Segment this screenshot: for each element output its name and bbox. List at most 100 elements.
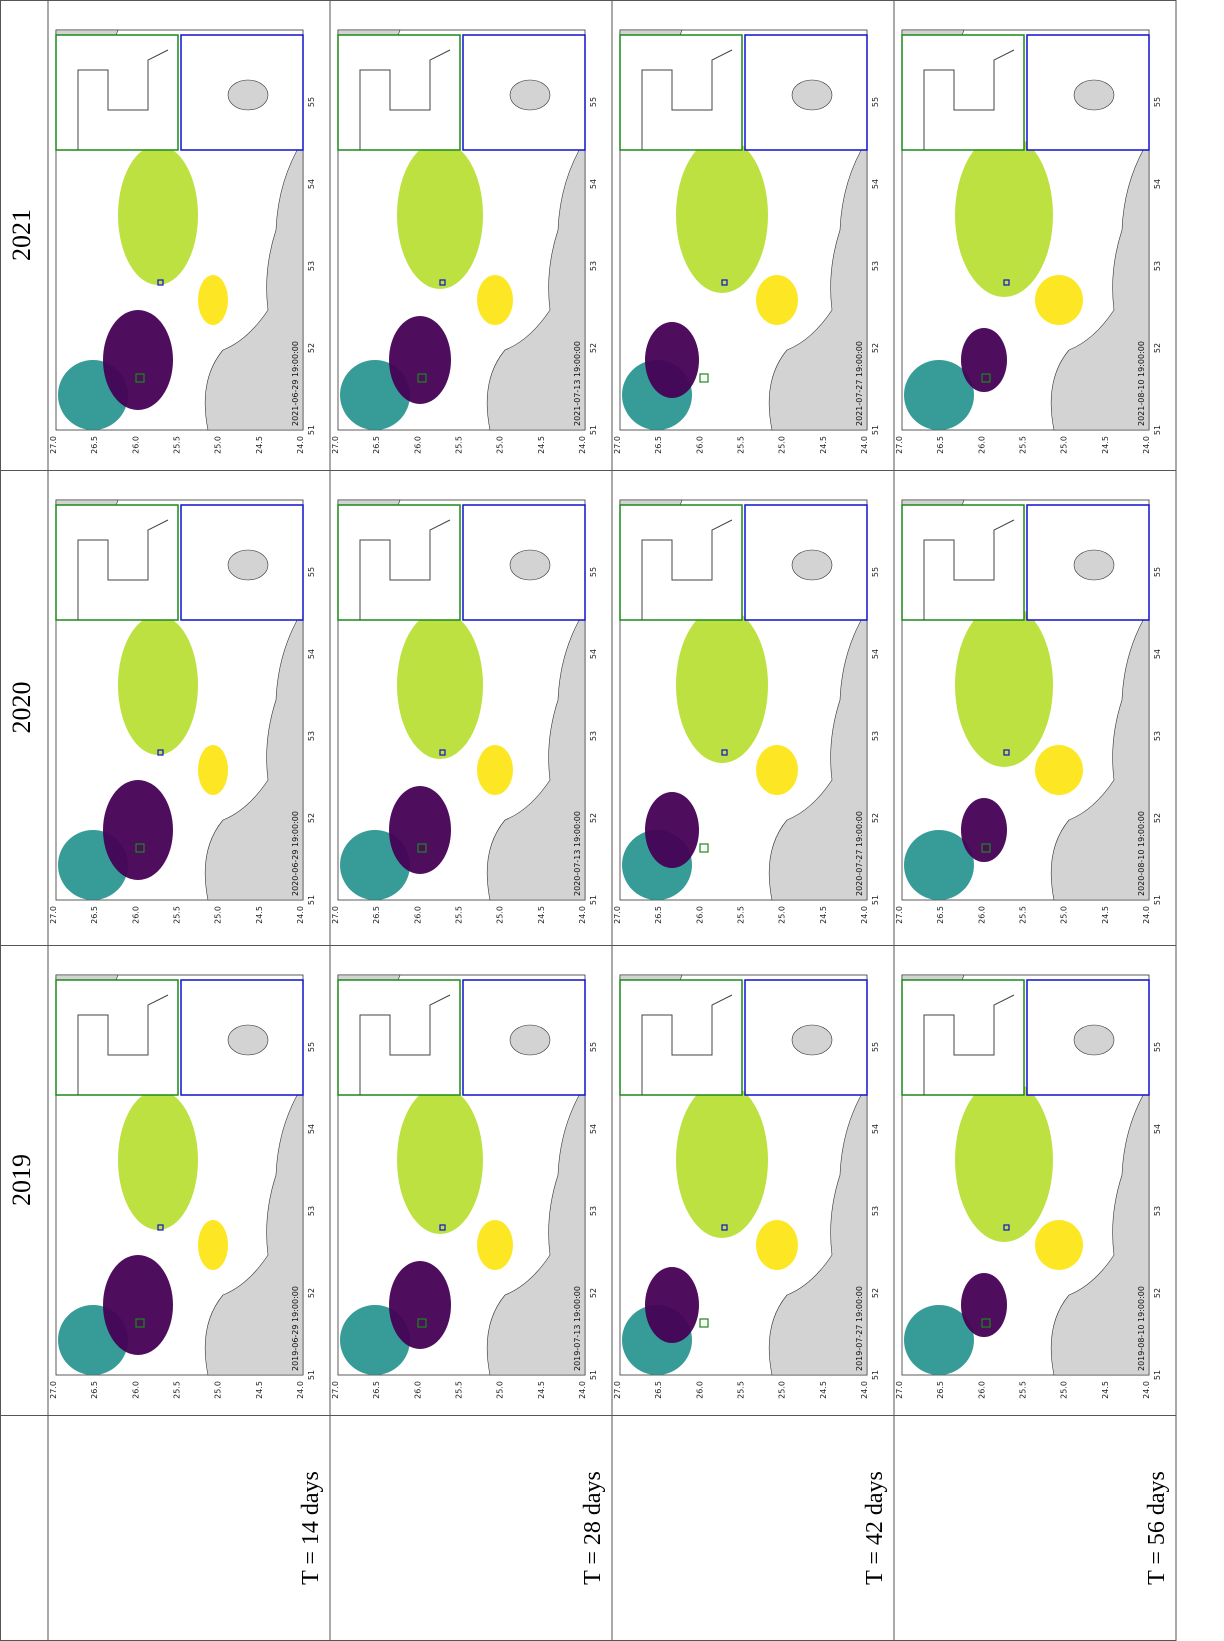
map-panel: 27.0 26.5 26.0 25.5 25.0 24.5 24.051 52 53 54 55 20… bbox=[331, 974, 598, 1399]
lon-tick-label: 52 bbox=[1153, 813, 1162, 823]
lon-tick-label: 54 bbox=[871, 179, 880, 189]
plume bbox=[676, 1082, 768, 1238]
source-box bbox=[439, 1224, 446, 1231]
plume bbox=[118, 145, 198, 285]
inset bbox=[901, 34, 1025, 151]
lat-tick-label: 25.5 bbox=[173, 906, 182, 924]
lat-tick-label: 25.0 bbox=[496, 1381, 505, 1399]
lon-tick-label: 53 bbox=[871, 261, 880, 271]
source-box bbox=[721, 749, 728, 756]
lon-tick-label: 55 bbox=[1153, 1042, 1162, 1052]
lat-tick-label: 24.5 bbox=[819, 906, 828, 924]
lat-tick-label: 25.5 bbox=[455, 1381, 464, 1399]
land bbox=[1050, 1083, 1150, 1376]
year-label: 2021 bbox=[7, 209, 36, 261]
lat-tick-label: 27.0 bbox=[613, 1381, 622, 1399]
inset-coast bbox=[77, 49, 169, 150]
lat-tick-label: 25.5 bbox=[173, 436, 182, 454]
plume bbox=[645, 1267, 699, 1343]
inset bbox=[337, 504, 461, 621]
lon-tick-label: 55 bbox=[307, 1042, 316, 1052]
source-box bbox=[135, 843, 145, 853]
lat-tick-label: 26.5 bbox=[936, 436, 945, 454]
date-stamp: 2021-06-29 19:00:00 bbox=[291, 341, 300, 426]
date-stamp: 2021-08-10 19:00:00 bbox=[1137, 341, 1146, 426]
lat-tick-label: 25.0 bbox=[1060, 906, 1069, 924]
plume bbox=[756, 745, 798, 795]
lon-tick-label: 54 bbox=[1153, 1124, 1162, 1134]
lat-tick-label: 26.0 bbox=[695, 906, 704, 924]
lon-tick-label: 55 bbox=[589, 567, 598, 577]
date-stamp: 2020-07-13 19:00:00 bbox=[573, 811, 582, 896]
plume bbox=[676, 607, 768, 763]
inset-coast bbox=[641, 49, 733, 150]
land bbox=[204, 608, 304, 901]
lat-tick-label: 27.0 bbox=[331, 906, 340, 924]
lon-tick-label: 52 bbox=[589, 1288, 598, 1298]
lon-tick-label: 53 bbox=[1153, 731, 1162, 741]
land bbox=[204, 138, 304, 431]
lon-tick-label: 55 bbox=[1153, 97, 1162, 107]
lat-tick-label: 24.0 bbox=[296, 1381, 305, 1399]
date-stamp: 2019-07-13 19:00:00 bbox=[573, 1286, 582, 1371]
source-box bbox=[135, 373, 145, 383]
lat-tick-label: 25.5 bbox=[455, 436, 464, 454]
land bbox=[768, 608, 868, 901]
lon-tick-label: 52 bbox=[871, 813, 880, 823]
lon-tick-label: 51 bbox=[1153, 895, 1162, 905]
lon-tick-label: 54 bbox=[589, 1124, 598, 1134]
plume bbox=[477, 1220, 513, 1270]
lat-tick-label: 26.0 bbox=[977, 436, 986, 454]
lon-tick-label: 54 bbox=[307, 649, 316, 659]
inset-coast bbox=[77, 519, 169, 620]
plume bbox=[904, 830, 974, 900]
lat-tick-label: 26.0 bbox=[413, 1381, 422, 1399]
date-stamp: 2019-07-27 19:00:00 bbox=[855, 1286, 864, 1371]
date-stamp: 2019-06-29 19:00:00 bbox=[291, 1286, 300, 1371]
inset-coast bbox=[359, 994, 451, 1095]
inset bbox=[55, 979, 179, 1096]
plume bbox=[961, 328, 1007, 392]
lat-tick-label: 26.5 bbox=[654, 436, 663, 454]
map-panel: 27.0 26.5 26.0 25.5 25.0 24.5 24.051 52 53 54 55 20… bbox=[613, 29, 880, 454]
land bbox=[486, 1083, 586, 1376]
lon-tick-label: 51 bbox=[589, 1370, 598, 1380]
land bbox=[768, 138, 868, 431]
island bbox=[1073, 79, 1115, 111]
lat-tick-label: 27.0 bbox=[331, 1381, 340, 1399]
source-box bbox=[157, 279, 164, 286]
lon-tick-label: 51 bbox=[307, 1370, 316, 1380]
plume bbox=[103, 310, 173, 410]
inset-coast bbox=[641, 519, 733, 620]
lon-tick-label: 52 bbox=[307, 813, 316, 823]
lon-tick-label: 54 bbox=[589, 649, 598, 659]
lat-tick-label: 24.0 bbox=[1142, 436, 1151, 454]
lat-tick-label: 25.0 bbox=[214, 436, 223, 454]
source-box bbox=[135, 1318, 145, 1328]
lon-tick-label: 51 bbox=[589, 895, 598, 905]
lon-tick-label: 54 bbox=[307, 179, 316, 189]
lon-tick-label: 55 bbox=[1153, 567, 1162, 577]
lat-tick-label: 25.5 bbox=[737, 906, 746, 924]
lon-tick-label: 55 bbox=[871, 567, 880, 577]
plume bbox=[477, 745, 513, 795]
lon-tick-label: 52 bbox=[1153, 1288, 1162, 1298]
lon-tick-label: 51 bbox=[1153, 425, 1162, 435]
lat-tick-label: 25.5 bbox=[1019, 436, 1028, 454]
lon-tick-label: 55 bbox=[871, 97, 880, 107]
map-panel: 27.0 26.5 26.0 25.5 25.0 24.5 24.051 52 53 54 55 20… bbox=[331, 29, 598, 454]
lat-tick-label: 24.0 bbox=[578, 906, 587, 924]
lat-tick-label: 26.5 bbox=[936, 1381, 945, 1399]
plume bbox=[955, 603, 1053, 767]
source-box bbox=[417, 1318, 427, 1328]
plume bbox=[961, 798, 1007, 862]
lat-tick-label: 24.0 bbox=[578, 436, 587, 454]
source-box bbox=[699, 843, 709, 853]
lon-tick-label: 52 bbox=[871, 1288, 880, 1298]
land bbox=[1050, 608, 1150, 901]
plume bbox=[389, 316, 451, 404]
source-box bbox=[417, 373, 427, 383]
lon-tick-label: 54 bbox=[589, 179, 598, 189]
lon-tick-label: 51 bbox=[871, 425, 880, 435]
